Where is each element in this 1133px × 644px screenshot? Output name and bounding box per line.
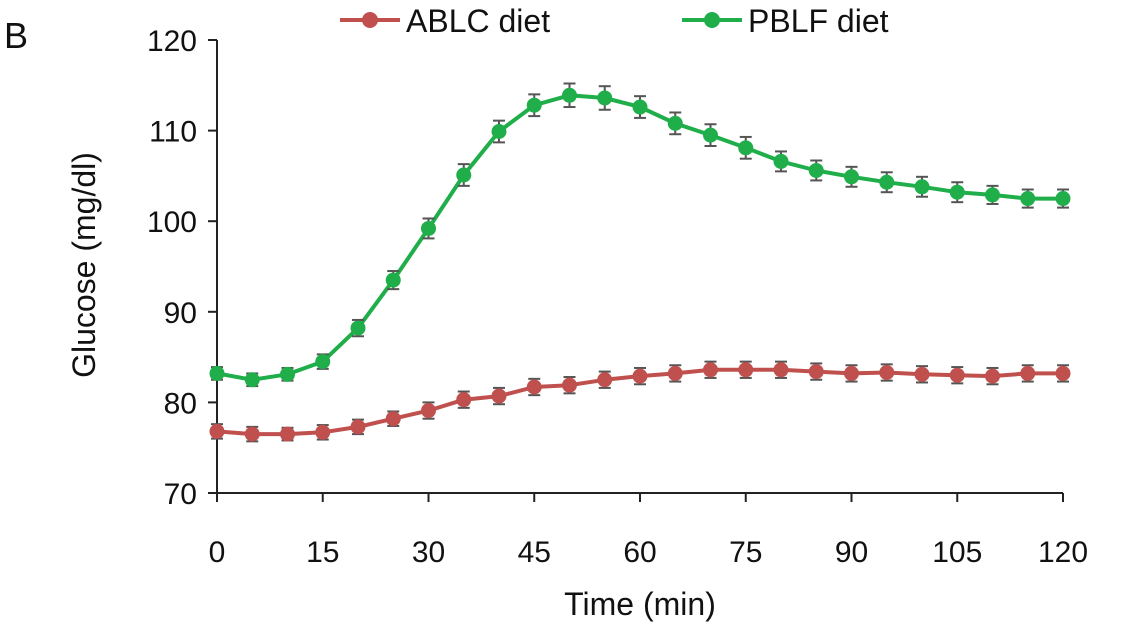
y-tick-label: 100 [147, 206, 197, 239]
data-point [667, 115, 683, 131]
data-point [914, 179, 930, 195]
panel-label: B [4, 15, 28, 56]
data-point [385, 411, 401, 427]
data-point [632, 99, 648, 115]
x-tick-label: 75 [729, 536, 762, 569]
data-point [949, 184, 965, 200]
legend: ABLC diet PBLF diet [340, 3, 889, 39]
data-point [350, 320, 366, 336]
legend-swatch-marker [362, 12, 378, 28]
data-point [773, 153, 789, 169]
data-point [456, 392, 472, 408]
data-point [350, 419, 366, 435]
data-point [280, 426, 295, 442]
data-point [1020, 191, 1036, 207]
data-point [703, 362, 718, 378]
x-tick-label: 120 [1038, 536, 1088, 569]
data-point [526, 97, 542, 113]
data-point [597, 372, 613, 388]
data-point [491, 124, 507, 140]
y-axis-title: Glucose (mg/dl) [66, 152, 102, 378]
data-point [914, 366, 930, 382]
data-point [949, 367, 965, 383]
legend-item-pblf: PBLF diet [682, 3, 889, 39]
data-point [209, 365, 225, 381]
x-tick-label: 15 [306, 536, 339, 569]
data-point [597, 90, 613, 106]
y-tick-label: 70 [164, 478, 197, 511]
x-tick-label: 90 [835, 536, 868, 569]
data-point [808, 162, 824, 178]
data-point [562, 87, 577, 103]
data-point [209, 423, 225, 439]
data-point [985, 368, 1000, 384]
series-layer [209, 82, 1071, 443]
y-tick-label: 90 [164, 297, 197, 330]
data-point [1055, 191, 1071, 207]
legend-label-ablc: ABLC diet [406, 3, 550, 39]
data-point [421, 403, 436, 419]
data-point [244, 372, 260, 388]
data-point [280, 366, 295, 382]
data-point [456, 167, 472, 183]
x-tick-label: 60 [623, 536, 656, 569]
data-point [562, 377, 577, 393]
data-point [421, 220, 436, 236]
data-point [315, 354, 331, 370]
y-tick-label: 80 [164, 387, 197, 420]
x-tick-label: 30 [412, 536, 445, 569]
data-point [738, 362, 754, 378]
legend-item-ablc: ABLC diet [340, 3, 550, 39]
data-point [491, 388, 507, 404]
data-point [385, 272, 401, 288]
data-point [1055, 365, 1071, 381]
data-point [1020, 365, 1036, 381]
x-tick-label: 105 [932, 536, 982, 569]
series-line [216, 93, 1063, 382]
x-tick-label: 0 [209, 536, 226, 569]
data-point [703, 127, 718, 143]
series-pblf-diet [209, 82, 1071, 388]
data-point [844, 365, 859, 381]
data-point [667, 365, 683, 381]
data-point [844, 169, 859, 185]
x-tick-label: 45 [518, 536, 551, 569]
legend-swatch-marker [704, 12, 720, 28]
data-point [632, 368, 648, 384]
series-ablc-diet [209, 360, 1071, 443]
legend-label-pblf: PBLF diet [748, 3, 889, 39]
data-point [879, 174, 895, 190]
data-point [526, 379, 542, 395]
data-point [738, 140, 754, 156]
axes: 70 80 90 100 110 120 0 15 30 45 60 75 90 105 120 [147, 25, 1088, 569]
data-point [808, 364, 824, 380]
x-axis-title: Time (min) [564, 586, 716, 622]
data-point [244, 426, 260, 442]
data-point [773, 362, 789, 378]
data-point [315, 424, 331, 440]
data-point [879, 365, 895, 381]
y-tick-label: 110 [149, 116, 197, 149]
y-tick-label: 120 [147, 25, 197, 58]
data-point [985, 187, 1000, 203]
